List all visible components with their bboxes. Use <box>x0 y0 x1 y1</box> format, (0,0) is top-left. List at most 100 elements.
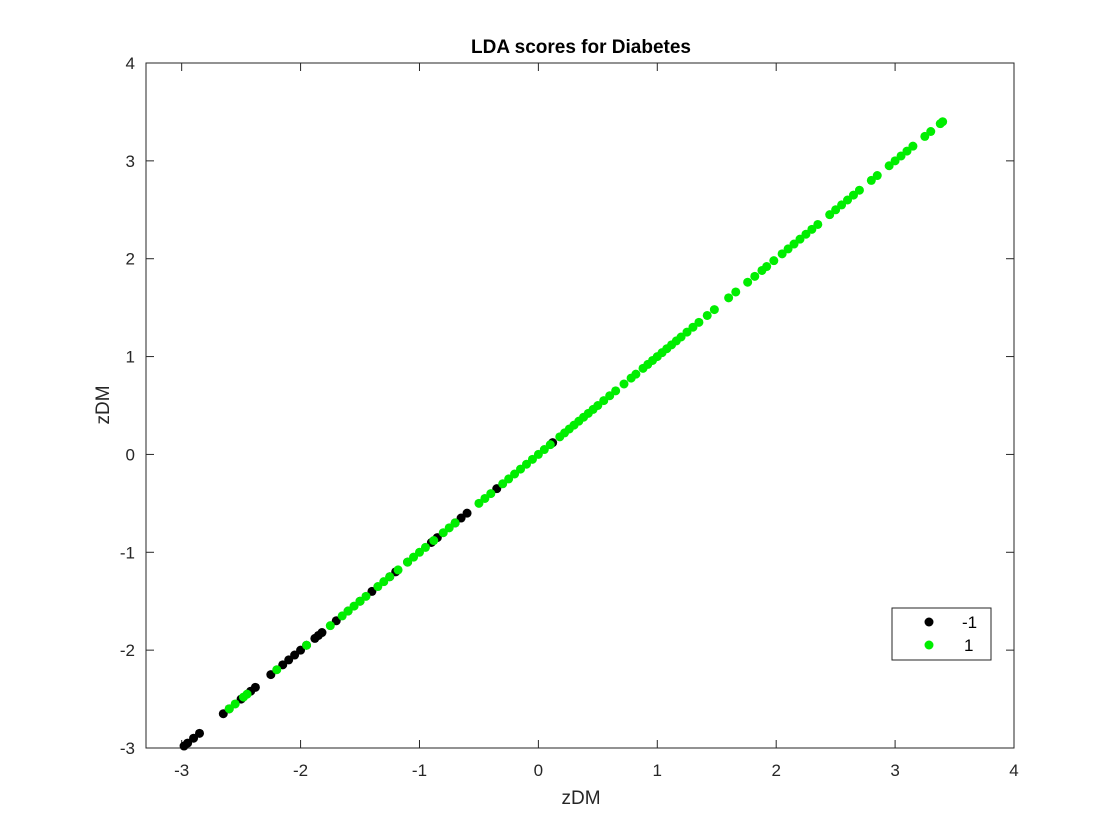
data-point-class-neg1 <box>462 508 472 518</box>
data-point-class-pos1 <box>866 175 876 185</box>
data-point-class-pos1 <box>619 379 629 389</box>
data-point-class-pos1 <box>373 582 383 592</box>
legend-label-pos1: 1 <box>964 636 973 655</box>
data-point-class-neg1 <box>284 655 294 665</box>
data-point-class-pos1 <box>539 445 549 455</box>
y-tick-label: 3 <box>126 152 135 171</box>
data-point-class-pos1 <box>516 464 526 474</box>
legend-marker-pos1 <box>924 640 934 650</box>
chart-title: LDA scores for Diabetes <box>471 37 691 58</box>
data-point-class-pos1 <box>593 401 603 410</box>
data-point-class-pos1 <box>896 151 906 161</box>
data-point-class-neg1 <box>331 616 341 626</box>
data-point-class-pos1 <box>807 224 817 234</box>
data-point-class-pos1 <box>854 185 864 195</box>
data-point-class-pos1 <box>688 322 698 332</box>
data-point-class-pos1 <box>272 665 282 675</box>
data-point-class-pos1 <box>242 689 252 699</box>
data-point-class-pos1 <box>762 262 772 272</box>
data-point-class-pos1 <box>731 287 741 297</box>
data-point-class-pos1 <box>813 219 823 229</box>
y-tick-label: -3 <box>120 739 135 758</box>
plot-area <box>145 62 1015 749</box>
data-point-class-pos1 <box>908 141 918 151</box>
data-point-class-pos1 <box>444 523 454 533</box>
data-point-class-pos1 <box>409 552 419 562</box>
legend-label-neg1: -1 <box>962 613 977 632</box>
data-point-class-pos1 <box>783 244 793 254</box>
data-point-class-pos1 <box>709 305 719 315</box>
data-point-class-pos1 <box>343 606 353 616</box>
data-point-class-pos1 <box>938 117 948 127</box>
data-point-class-pos1 <box>527 454 537 464</box>
data-point-class-pos1 <box>605 391 615 401</box>
data-point-class-pos1 <box>682 327 692 337</box>
data-point-class-pos1 <box>414 547 424 557</box>
data-point-class-pos1 <box>872 171 882 181</box>
data-point-class-pos1 <box>884 161 894 171</box>
data-point-class-neg1 <box>183 738 193 748</box>
legend: -1 1 <box>891 607 992 661</box>
data-point-class-pos1 <box>676 332 686 342</box>
data-point-class-pos1 <box>379 577 389 587</box>
y-tick-label: 2 <box>126 250 135 269</box>
data-point-class-neg1 <box>189 733 199 743</box>
y-tick-label: 0 <box>126 445 135 464</box>
data-point-class-neg1 <box>278 660 288 670</box>
data-point-class-pos1 <box>769 256 779 266</box>
data-point-class-pos1 <box>393 565 403 575</box>
x-tick-label: 1 <box>653 761 662 780</box>
data-point-class-pos1 <box>486 489 496 499</box>
data-point-class-pos1 <box>420 542 430 552</box>
x-tick-label: 4 <box>1009 761 1018 780</box>
y-axis: -3 -2 -1 0 1 2 3 4 <box>120 54 1014 758</box>
legend-marker-neg1 <box>924 617 934 627</box>
data-point-class-pos1 <box>926 127 936 136</box>
x-axis-label: zDM <box>561 788 600 809</box>
data-point-class-pos1 <box>694 317 704 327</box>
data-point-class-pos1 <box>450 518 460 528</box>
x-tick-label: -1 <box>412 761 427 780</box>
data-points <box>179 117 948 751</box>
data-point-class-pos1 <box>795 234 805 244</box>
y-axis-label: zDM <box>93 385 114 424</box>
data-point-class-pos1 <box>349 601 359 611</box>
data-point-class-pos1 <box>521 459 531 469</box>
y-tick-label: 4 <box>126 54 135 73</box>
data-point-class-pos1 <box>498 479 508 489</box>
data-point-class-pos1 <box>355 596 365 606</box>
data-point-class-pos1 <box>224 704 234 714</box>
y-tick-label: -2 <box>120 641 135 660</box>
data-point-class-pos1 <box>599 396 609 406</box>
data-point-class-pos1 <box>843 195 853 205</box>
data-point-class-neg1 <box>290 650 300 660</box>
data-point-class-neg1 <box>456 513 466 523</box>
data-point-class-pos1 <box>831 205 841 215</box>
data-point-class-pos1 <box>611 386 621 396</box>
legend-box <box>891 607 992 661</box>
x-tick-label: -2 <box>293 761 308 780</box>
data-point-class-pos1 <box>230 699 240 709</box>
data-point-class-pos1 <box>337 611 347 621</box>
data-point-class-pos1 <box>438 528 448 538</box>
data-point-class-pos1 <box>631 369 641 379</box>
x-tick-label: 2 <box>771 761 780 780</box>
data-point-class-pos1 <box>750 271 760 281</box>
data-point-class-neg1 <box>492 484 502 494</box>
data-point-class-neg1 <box>317 628 327 638</box>
y-tick-label: -1 <box>120 543 135 562</box>
data-point-class-pos1 <box>789 239 799 249</box>
x-tick-label: 3 <box>890 761 899 780</box>
data-point-class-pos1 <box>890 156 900 166</box>
data-point-class-neg1 <box>250 682 260 692</box>
y-tick-label: 1 <box>126 348 135 367</box>
data-point-class-pos1 <box>403 557 413 567</box>
data-point-class-pos1 <box>474 498 484 508</box>
data-point-class-pos1 <box>743 277 753 287</box>
x-tick-label: -3 <box>174 761 189 780</box>
data-point-class-neg1 <box>367 586 377 596</box>
data-point-class-neg1 <box>218 709 228 719</box>
data-point-class-pos1 <box>504 474 514 484</box>
data-point-class-neg1 <box>266 670 276 680</box>
